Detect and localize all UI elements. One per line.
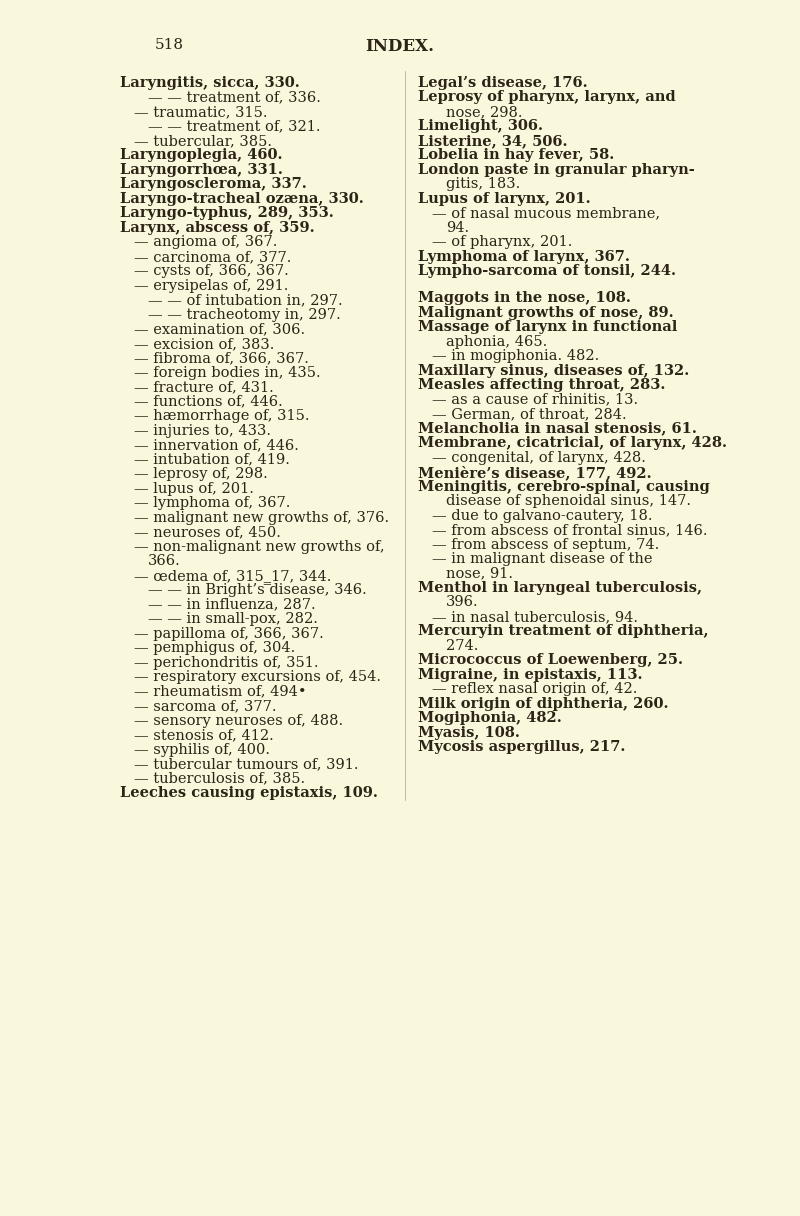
Text: Melancholia in nasal stenosis, 61.: Melancholia in nasal stenosis, 61. <box>418 422 697 435</box>
Text: Menthol in laryngeal tuberculosis,: Menthol in laryngeal tuberculosis, <box>418 581 702 595</box>
Text: Leprosy of pharynx, larynx, and: Leprosy of pharynx, larynx, and <box>418 90 676 105</box>
Text: Larynx, abscess of, 359.: Larynx, abscess of, 359. <box>120 221 314 235</box>
Text: Laryngoscleroma, 337.: Laryngoscleroma, 337. <box>120 178 306 191</box>
Text: Lymphoma of larynx, 367.: Lymphoma of larynx, 367. <box>418 249 630 264</box>
Text: Measles affecting throat, 283.: Measles affecting throat, 283. <box>418 378 666 392</box>
Text: — cysts of, 366, 367.: — cysts of, 366, 367. <box>134 264 289 278</box>
Text: 366.: 366. <box>148 554 181 568</box>
Text: — leprosy of, 298.: — leprosy of, 298. <box>134 467 268 482</box>
Text: — hæmorrhage of, 315.: — hæmorrhage of, 315. <box>134 410 310 423</box>
Text: — syphilis of, 400.: — syphilis of, 400. <box>134 743 270 756</box>
Text: — in malignant disease of the: — in malignant disease of the <box>432 552 653 565</box>
Text: — intubation of, 419.: — intubation of, 419. <box>134 452 290 467</box>
Text: — neuroses of, 450.: — neuroses of, 450. <box>134 525 281 539</box>
Text: — examination of, 306.: — examination of, 306. <box>134 322 305 337</box>
Text: Maxillary sinus, diseases of, 132.: Maxillary sinus, diseases of, 132. <box>418 364 690 378</box>
Text: — œdema of, 315‗17, 344.: — œdema of, 315‗17, 344. <box>134 569 331 584</box>
Text: nose, 298.: nose, 298. <box>446 105 522 119</box>
Text: — innervation of, 446.: — innervation of, 446. <box>134 438 299 452</box>
Text: — of nasal mucous membrane,: — of nasal mucous membrane, <box>432 207 660 220</box>
Text: — traumatic, 315.: — traumatic, 315. <box>134 105 267 119</box>
Text: — — treatment of, 321.: — — treatment of, 321. <box>148 119 321 134</box>
Text: — of pharynx, 201.: — of pharynx, 201. <box>432 236 572 249</box>
Text: 274.: 274. <box>446 638 478 653</box>
Text: — pemphigus of, 304.: — pemphigus of, 304. <box>134 641 295 655</box>
Text: — excision of, 383.: — excision of, 383. <box>134 337 274 351</box>
Text: Menière’s disease, 177, 492.: Menière’s disease, 177, 492. <box>418 465 652 480</box>
Text: London paste in granular pharyn-: London paste in granular pharyn- <box>418 163 694 178</box>
Text: Laryngitis, sicca, 330.: Laryngitis, sicca, 330. <box>120 75 300 90</box>
Text: Milk origin of diphtheria, 260.: Milk origin of diphtheria, 260. <box>418 697 669 711</box>
Text: — sensory neuroses of, 488.: — sensory neuroses of, 488. <box>134 714 343 727</box>
Text: — — tracheotomy in, 297.: — — tracheotomy in, 297. <box>148 308 341 322</box>
Text: — congenital, of larynx, 428.: — congenital, of larynx, 428. <box>432 451 646 465</box>
Text: — from abscess of frontal sinus, 146.: — from abscess of frontal sinus, 146. <box>432 523 707 537</box>
Text: Lupus of larynx, 201.: Lupus of larynx, 201. <box>418 192 590 206</box>
Text: — perichondritis of, 351.: — perichondritis of, 351. <box>134 655 318 670</box>
Text: Lobelia in hay fever, 58.: Lobelia in hay fever, 58. <box>418 148 614 163</box>
Text: Myasis, 108.: Myasis, 108. <box>418 726 520 739</box>
Text: — — in Bright’s disease, 346.: — — in Bright’s disease, 346. <box>148 584 366 597</box>
Text: — respiratory excursions of, 454.: — respiratory excursions of, 454. <box>134 670 381 685</box>
Text: — tuberculosis of, 385.: — tuberculosis of, 385. <box>134 771 305 786</box>
Text: Laryngo-tracheal ozæna, 330.: Laryngo-tracheal ozæna, 330. <box>120 192 364 206</box>
Text: — in mogiphonia. 482.: — in mogiphonia. 482. <box>432 349 599 364</box>
Text: — — in influenza, 287.: — — in influenza, 287. <box>148 597 316 612</box>
Text: Lympho-sarcoma of tonsil, 244.: Lympho-sarcoma of tonsil, 244. <box>418 264 676 278</box>
Text: — functions of, 446.: — functions of, 446. <box>134 395 282 409</box>
Text: Migraine, in epistaxis, 113.: Migraine, in epistaxis, 113. <box>418 668 642 682</box>
Text: INDEX.: INDEX. <box>366 38 434 55</box>
Text: Listerine, 34, 506.: Listerine, 34, 506. <box>418 134 567 148</box>
Text: Laryngo-typhus, 289, 353.: Laryngo-typhus, 289, 353. <box>120 207 334 220</box>
Text: — rheumatism of, 494•: — rheumatism of, 494• <box>134 685 306 698</box>
Text: — papilloma of, 366, 367.: — papilloma of, 366, 367. <box>134 626 324 641</box>
Text: Mogiphonia, 482.: Mogiphonia, 482. <box>418 711 562 726</box>
Text: Micrococcus of Loewenberg, 25.: Micrococcus of Loewenberg, 25. <box>418 653 683 668</box>
Text: aphonia, 465.: aphonia, 465. <box>446 334 547 349</box>
Text: 396.: 396. <box>446 596 478 609</box>
Text: — fracture of, 431.: — fracture of, 431. <box>134 381 274 394</box>
Text: Laryngorrhœa, 331.: Laryngorrhœa, 331. <box>120 163 283 178</box>
Text: Legal’s disease, 176.: Legal’s disease, 176. <box>418 75 588 90</box>
Text: — angioma of, 367.: — angioma of, 367. <box>134 236 278 249</box>
Text: Limelight, 306.: Limelight, 306. <box>418 119 543 134</box>
Text: — non-malignant new growths of,: — non-malignant new growths of, <box>134 540 385 553</box>
Text: Mercuryin treatment of diphtheria,: Mercuryin treatment of diphtheria, <box>418 625 709 638</box>
Text: Meningitis, cerebro-spinal, causing: Meningitis, cerebro-spinal, causing <box>418 479 710 494</box>
Text: — stenosis of, 412.: — stenosis of, 412. <box>134 728 274 742</box>
Text: — as a cause of rhinitis, 13.: — as a cause of rhinitis, 13. <box>432 393 638 406</box>
Text: — from abscess of septum, 74.: — from abscess of septum, 74. <box>432 537 659 552</box>
Text: — in nasal tuberculosis, 94.: — in nasal tuberculosis, 94. <box>432 610 638 624</box>
Text: — lupus of, 201.: — lupus of, 201. <box>134 482 254 496</box>
Text: — due to galvano-cautery, 18.: — due to galvano-cautery, 18. <box>432 508 653 523</box>
Text: — carcinoma of, 377.: — carcinoma of, 377. <box>134 249 291 264</box>
Text: 518: 518 <box>155 38 184 52</box>
Text: — lymphoma of, 367.: — lymphoma of, 367. <box>134 496 290 511</box>
Text: gitis, 183.: gitis, 183. <box>446 178 520 191</box>
Text: Mycosis aspergillus, 217.: Mycosis aspergillus, 217. <box>418 741 626 754</box>
Text: 94.: 94. <box>446 221 469 235</box>
Text: — erysipelas of, 291.: — erysipelas of, 291. <box>134 278 288 293</box>
Text: — — in small-pox, 282.: — — in small-pox, 282. <box>148 612 318 626</box>
Text: Maggots in the nose, 108.: Maggots in the nose, 108. <box>418 291 631 305</box>
Text: — — treatment of, 336.: — — treatment of, 336. <box>148 90 321 105</box>
Text: — tubercular tumours of, 391.: — tubercular tumours of, 391. <box>134 758 358 771</box>
Text: — foreign bodies in, 435.: — foreign bodies in, 435. <box>134 366 321 379</box>
Text: nose, 91.: nose, 91. <box>446 567 513 580</box>
Text: — fibroma of, 366, 367.: — fibroma of, 366, 367. <box>134 351 309 365</box>
Text: disease of sphenoidal sinus, 147.: disease of sphenoidal sinus, 147. <box>446 494 691 508</box>
Text: Leeches causing epistaxis, 109.: Leeches causing epistaxis, 109. <box>120 786 378 800</box>
Text: Massage of larynx in functional: Massage of larynx in functional <box>418 320 678 334</box>
Text: — — of intubation in, 297.: — — of intubation in, 297. <box>148 293 342 308</box>
Text: — malignant new growths of, 376.: — malignant new growths of, 376. <box>134 511 389 524</box>
Text: Membrane, cicatricial, of larynx, 428.: Membrane, cicatricial, of larynx, 428. <box>418 437 727 450</box>
Text: — sarcoma of, 377.: — sarcoma of, 377. <box>134 699 277 713</box>
Text: — injuries to, 433.: — injuries to, 433. <box>134 423 271 438</box>
Text: — tubercular, 385.: — tubercular, 385. <box>134 134 272 148</box>
Text: Laryngoplegia, 460.: Laryngoplegia, 460. <box>120 148 282 163</box>
Text: — reflex nasal origin of, 42.: — reflex nasal origin of, 42. <box>432 682 638 697</box>
Text: Malignant growths of nose, 89.: Malignant growths of nose, 89. <box>418 305 674 320</box>
Text: — German, of throat, 284.: — German, of throat, 284. <box>432 407 626 421</box>
